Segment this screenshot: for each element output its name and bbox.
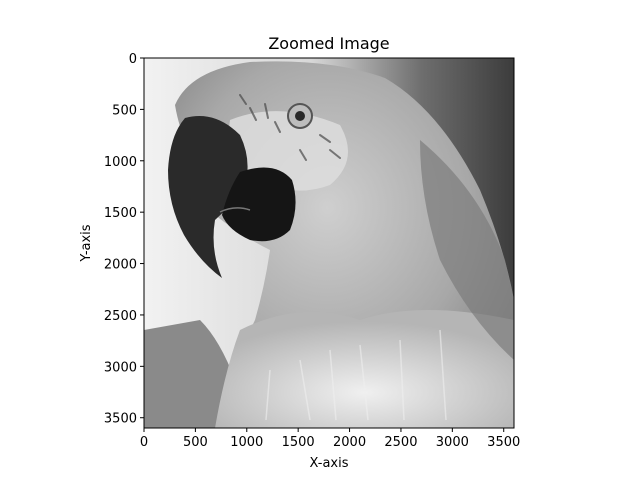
y-tick-label: 500	[112, 103, 137, 118]
x-tick-label: 1500	[282, 435, 315, 450]
x-tick-label: 500	[183, 435, 208, 450]
y-tick-label: 2500	[104, 309, 137, 324]
y-tick-label: 0	[129, 52, 137, 67]
chart-title: Zoomed Image	[268, 34, 389, 53]
y-tick-label: 3500	[104, 412, 137, 427]
x-tick-label: 2000	[333, 435, 366, 450]
y-tick-label: 1500	[104, 206, 137, 221]
y-axis-label: Y-axis	[79, 224, 94, 262]
x-tick-label: 2500	[384, 435, 417, 450]
x-axis-label: X-axis	[310, 456, 349, 471]
x-tick-label: 0	[140, 435, 148, 450]
parrot-beak-lower	[222, 167, 296, 242]
parrot-beak-upper	[168, 116, 248, 278]
x-axis-ticks: 0 500 1000 1500 2000 2500 3000 3500	[140, 428, 520, 450]
y-tick-label: 3000	[104, 360, 137, 375]
x-tick-label: 1000	[230, 435, 263, 450]
x-tick-label: 3000	[436, 435, 469, 450]
axes-frame	[143, 57, 515, 429]
x-tick-label: 3500	[487, 435, 520, 450]
y-axis-ticks: 0 500 1000 1500 2000 2500 3000 3500	[104, 52, 144, 427]
y-tick-label: 1000	[104, 155, 137, 170]
image-plot	[144, 58, 514, 428]
y-tick-label: 2000	[104, 258, 137, 273]
